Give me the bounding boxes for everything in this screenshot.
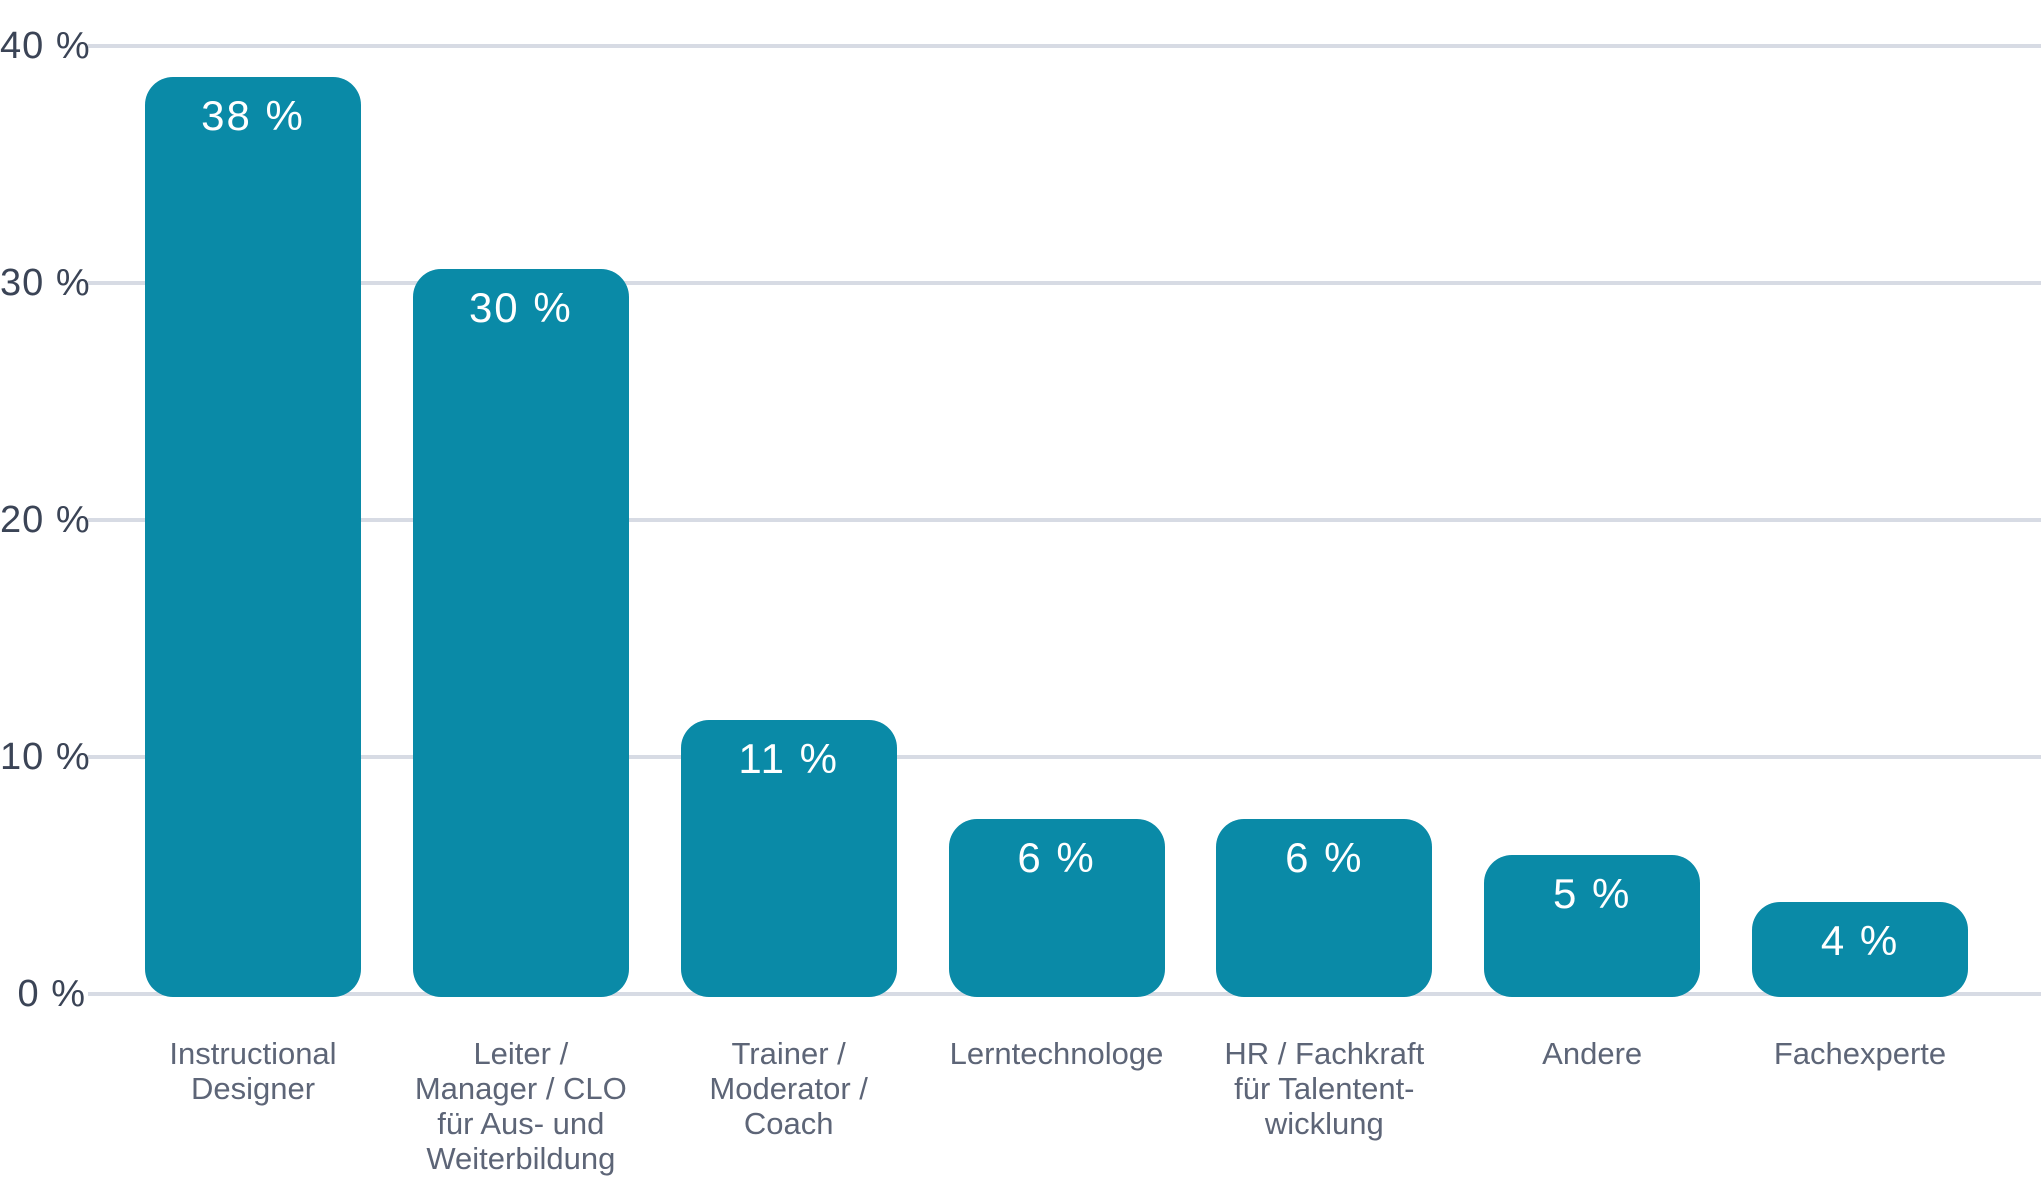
y-axis-tick-label: 0 % (17, 973, 86, 1015)
bar-value-label: 38 % (201, 92, 305, 140)
bar-value-label: 11 % (738, 734, 839, 782)
gridline (88, 755, 2041, 759)
bar-3: 11 % (680, 719, 897, 997)
bar-7: 4 % (1752, 902, 1968, 997)
bar-value-label: 5 % (1552, 869, 1632, 917)
bar-2: 30 % (412, 269, 629, 997)
bar-6: 5 % (1484, 854, 1701, 997)
x-axis-category-label: Leiter / Manager / CLO für Aus- und Weit… (414, 1036, 627, 1176)
y-axis-tick-label: 40 % (0, 25, 91, 67)
x-axis-category-label: Lerntechnologe (949, 1036, 1164, 1071)
bar-5: 6 % (1216, 819, 1433, 997)
x-axis-category-label: Fachexperte (1773, 1036, 1947, 1071)
bar-1: 38 % (145, 77, 361, 997)
bar-value-label: 30 % (468, 284, 573, 332)
bar-value-label: 6 % (1285, 834, 1364, 882)
x-axis-category-label: Andere (1542, 1036, 1643, 1071)
gridline (88, 518, 2041, 522)
y-axis-tick-label: 30 % (0, 262, 91, 304)
y-axis-tick-label: 20 % (0, 499, 91, 541)
gridline (88, 281, 2041, 285)
bar-value-label: 6 % (1017, 834, 1096, 882)
bar-4: 6 % (948, 819, 1165, 997)
bar-value-label: 4 % (1820, 917, 1900, 965)
gridline (88, 44, 2041, 48)
x-axis-category-label: HR / Fachkraft für Talentent- wicklung (1224, 1036, 1425, 1141)
x-axis-category-label: Instructional Designer (169, 1036, 337, 1106)
x-axis-category-label: Trainer / Moderator / Coach (709, 1036, 868, 1141)
y-axis-tick-label: 10 % (0, 736, 91, 778)
